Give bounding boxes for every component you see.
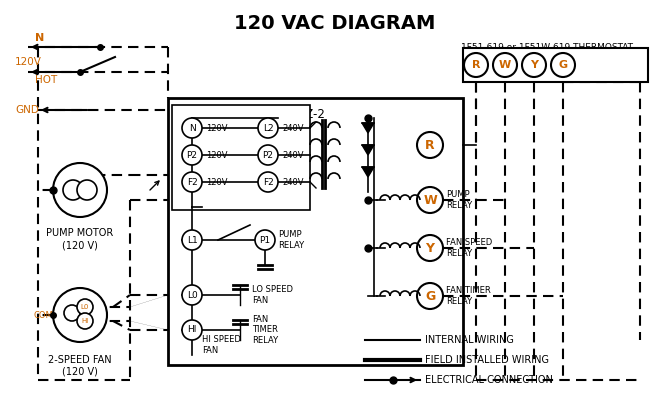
Circle shape (417, 235, 443, 261)
Circle shape (53, 163, 107, 217)
Circle shape (255, 230, 275, 250)
Bar (172, 105, 310, 210)
Circle shape (417, 283, 443, 309)
Bar (463, 48, 648, 82)
Text: G: G (558, 60, 567, 70)
Text: 1F51-619 or 1F51W-619 THERMOSTAT: 1F51-619 or 1F51W-619 THERMOSTAT (461, 43, 633, 52)
Text: ELECTRICAL CONNECTION: ELECTRICAL CONNECTION (425, 375, 553, 385)
Text: P1: P1 (259, 235, 271, 245)
Text: FAN
TIMER
RELAY: FAN TIMER RELAY (252, 315, 278, 345)
Circle shape (182, 145, 202, 165)
Text: R: R (472, 60, 480, 70)
Circle shape (493, 53, 517, 77)
Text: 240V: 240V (282, 178, 304, 186)
Text: 120V: 120V (15, 57, 42, 67)
Text: L2: L2 (263, 124, 273, 132)
Bar (168, 98, 463, 365)
Circle shape (182, 285, 202, 305)
Text: PUMP MOTOR: PUMP MOTOR (46, 228, 114, 238)
Text: FAN TIMER
RELAY: FAN TIMER RELAY (446, 286, 490, 306)
Text: F2: F2 (187, 178, 198, 186)
Text: FAN SPEED
RELAY: FAN SPEED RELAY (446, 238, 492, 258)
Circle shape (464, 53, 488, 77)
Text: Y: Y (530, 60, 538, 70)
Text: LO SPEED
FAN: LO SPEED FAN (252, 285, 293, 305)
Text: GND: GND (15, 105, 39, 115)
Text: 120 VAC DIAGRAM: 120 VAC DIAGRAM (234, 14, 436, 33)
Text: HI: HI (81, 318, 88, 324)
Text: Y: Y (425, 241, 435, 254)
Polygon shape (362, 145, 374, 155)
Circle shape (258, 172, 278, 192)
Text: 240V: 240V (282, 124, 304, 132)
Text: N: N (35, 33, 44, 43)
Circle shape (182, 320, 202, 340)
Polygon shape (362, 123, 374, 133)
Circle shape (182, 230, 202, 250)
Text: W: W (423, 194, 437, 207)
Circle shape (53, 288, 107, 342)
Circle shape (182, 118, 202, 138)
Text: N: N (189, 124, 196, 132)
Text: L0: L0 (81, 304, 89, 310)
Text: W: W (499, 60, 511, 70)
Text: INTERNAL WIRING: INTERNAL WIRING (425, 335, 514, 345)
Text: R: R (425, 139, 435, 152)
Text: L0: L0 (187, 290, 198, 300)
Circle shape (77, 313, 93, 329)
Text: FIELD INSTALLED WIRING: FIELD INSTALLED WIRING (425, 355, 549, 365)
Text: HOT: HOT (35, 75, 57, 85)
Text: (120 V): (120 V) (62, 240, 98, 250)
Polygon shape (362, 167, 374, 177)
Text: PUMP
RELAY: PUMP RELAY (446, 190, 472, 210)
Circle shape (64, 305, 80, 321)
Text: 120V: 120V (206, 178, 228, 186)
Text: 240V: 240V (282, 150, 304, 160)
Text: F2: F2 (263, 178, 273, 186)
Circle shape (77, 180, 97, 200)
Text: 120V: 120V (206, 150, 228, 160)
Text: PUMP
RELAY: PUMP RELAY (278, 230, 304, 250)
Circle shape (182, 172, 202, 192)
Circle shape (258, 118, 278, 138)
Text: G: G (425, 290, 435, 303)
Text: P2: P2 (186, 150, 198, 160)
Circle shape (417, 132, 443, 158)
Text: (120 V): (120 V) (62, 367, 98, 377)
Text: COM: COM (34, 310, 53, 320)
Text: HI SPEED
FAN: HI SPEED FAN (202, 335, 241, 355)
Circle shape (417, 187, 443, 213)
Text: P2: P2 (263, 150, 273, 160)
Circle shape (63, 180, 83, 200)
Text: L1: L1 (187, 235, 198, 245)
Circle shape (551, 53, 575, 77)
Text: 8A18Z-2: 8A18Z-2 (275, 108, 325, 121)
Circle shape (77, 299, 93, 315)
Circle shape (258, 145, 278, 165)
Text: 120V: 120V (206, 124, 228, 132)
Text: HI: HI (188, 326, 197, 334)
Circle shape (522, 53, 546, 77)
Text: 2-SPEED FAN: 2-SPEED FAN (48, 355, 112, 365)
